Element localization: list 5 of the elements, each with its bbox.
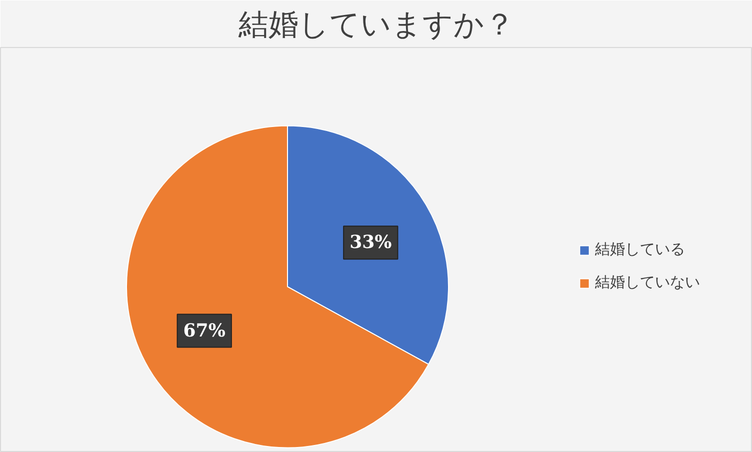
data-label: 33% <box>350 232 392 254</box>
legend-label: 結婚していない <box>595 273 700 292</box>
data-label: 67% <box>183 320 226 342</box>
legend-label: 結婚している <box>595 240 685 259</box>
chart-title: 結婚していますか？ <box>238 8 514 42</box>
